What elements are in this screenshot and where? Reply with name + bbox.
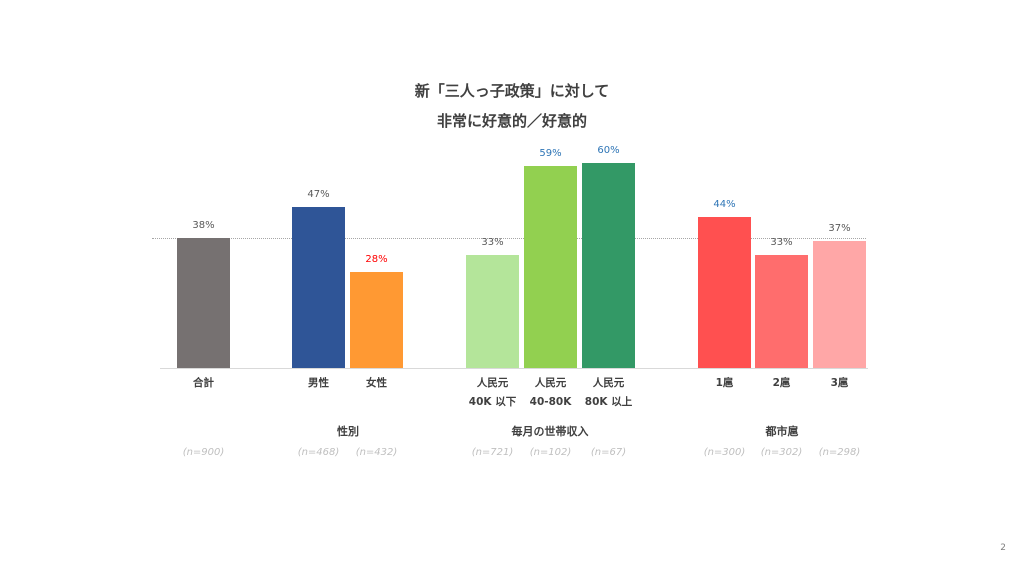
category-label: 人民元 [592,377,625,389]
bar [813,241,866,368]
average-reference-line [152,238,866,239]
chart-title-line2: 非常に好意的／好意的 [436,112,587,130]
bar-value-label: 47% [307,189,330,200]
page-number: 2 [1000,543,1006,553]
sample-size-label: (n=302) [760,447,803,458]
category-label: 男性 [308,377,329,389]
bar-value-label: 44% [713,199,736,210]
sample-size-label: (n=432) [355,447,398,458]
sample-size-label: (n=721) [471,447,514,458]
bar-value-label: 37% [828,223,851,234]
bar [582,163,635,368]
bar [466,255,519,368]
group-label: 都市扈 [765,425,799,438]
bar [524,166,577,368]
bar-value-label: 33% [481,237,504,248]
category-label: 女性 [366,377,387,389]
category-label: 合計 [193,377,214,389]
category-sublabel: 40K 以下 [468,396,517,408]
bar [698,217,751,368]
sample-size-label: (n=67) [590,447,627,458]
bar-value-label: 38% [192,220,215,231]
group-label: 毎月の世帯収入 [511,425,589,438]
category-sublabel: 80K 以上 [584,396,633,408]
sample-size-label: (n=900) [182,447,225,458]
bar [177,238,230,368]
category-sublabel: 40-80K [529,396,572,408]
sample-size-label: (n=298) [818,447,861,458]
category-label: 1扈 [715,377,734,389]
sample-size-label: (n=300) [703,447,746,458]
bar-value-label: 59% [539,148,562,159]
category-label: 人民元 [476,377,509,389]
bar [292,207,345,368]
sample-size-label: (n=102) [529,447,572,458]
sample-size-label: (n=468) [297,447,340,458]
bar-value-label: 33% [770,237,793,248]
category-label: 人民元 [534,377,567,389]
bar [350,272,403,368]
category-label: 2扈 [772,377,791,389]
group-label: 性別 [337,425,359,438]
category-label: 3扈 [830,377,849,389]
bar-value-label: 28% [365,254,388,265]
x-axis-baseline [160,368,868,369]
chart-title-line1: 新「三人っ子政策」に対して [414,82,610,100]
bar-value-label: 60% [597,145,620,156]
bar [755,255,808,368]
